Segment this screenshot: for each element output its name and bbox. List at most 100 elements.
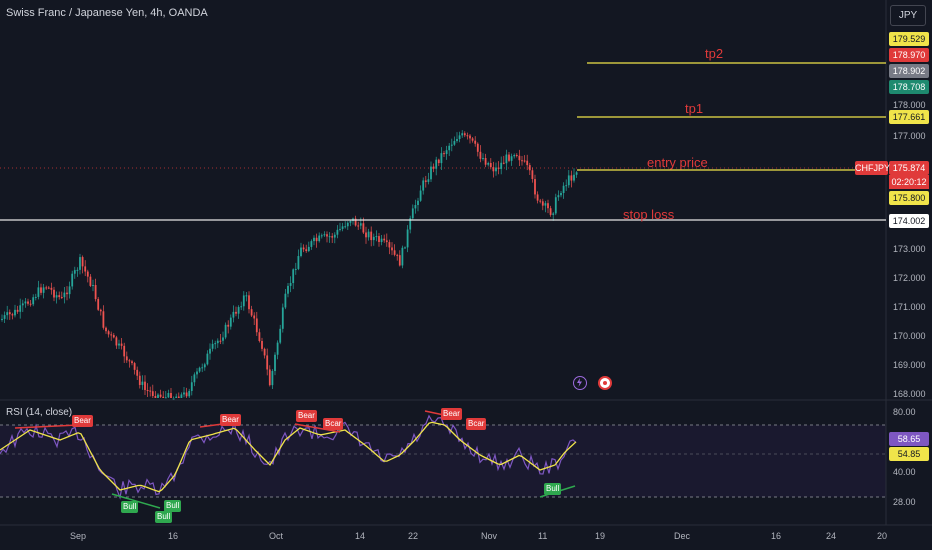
candle-body — [214, 343, 217, 345]
candle-body — [68, 286, 71, 295]
candle-body — [188, 390, 191, 397]
bull-signal: Bull — [544, 483, 562, 495]
candle-body — [71, 273, 74, 287]
candle-body — [201, 367, 204, 369]
candle-body — [476, 143, 479, 152]
candle-body — [541, 201, 544, 206]
divergence-line — [14, 424, 79, 429]
candle-body — [362, 223, 365, 233]
time-label: 16 — [771, 531, 782, 541]
candle-body — [284, 293, 287, 308]
candle-body — [567, 175, 570, 186]
rsi-ma-tag: 54.85 — [889, 447, 929, 461]
candle-body — [261, 340, 263, 349]
candle-body — [378, 236, 380, 243]
candle-body — [271, 371, 274, 386]
candle-body — [115, 337, 118, 346]
rsi-ma-line — [0, 421, 577, 493]
candle-body — [242, 295, 245, 307]
price-tick: 173.000 — [893, 244, 926, 254]
last-price-tag: 175.874 — [889, 161, 929, 175]
candle-body — [136, 369, 139, 376]
tp2-low-tag: 178.708 — [889, 80, 929, 94]
candle-body — [463, 133, 466, 136]
candle-body — [240, 306, 243, 308]
candle-body — [144, 381, 146, 390]
bear-signal: Bcar — [466, 418, 487, 430]
candle-body — [203, 364, 206, 368]
candle-body — [222, 337, 224, 341]
candle-body — [120, 343, 123, 346]
candle-body — [63, 292, 66, 298]
candle-body — [466, 135, 469, 137]
entry-annotation[interactable]: entry price — [647, 155, 708, 170]
candle-body — [349, 220, 352, 223]
candle-body — [302, 247, 305, 250]
candle-body — [471, 138, 474, 141]
candle-body — [562, 185, 565, 194]
candle-body — [40, 287, 42, 293]
record-icon[interactable] — [598, 376, 612, 390]
time-label: Dec — [674, 531, 691, 541]
candle-body — [487, 163, 490, 165]
candle-body — [341, 226, 344, 229]
tp2-annotation[interactable]: tp2 — [705, 46, 724, 61]
candle-body — [492, 167, 495, 172]
candle-body — [370, 231, 373, 241]
candle-body — [227, 324, 230, 327]
candle-body — [396, 254, 399, 256]
candle-body — [112, 335, 115, 338]
candle-body — [427, 179, 430, 182]
time-label: 11 — [538, 531, 548, 541]
candle-body — [518, 155, 521, 161]
rsi-label[interactable]: RSI (14, close) — [6, 407, 73, 418]
currency-button[interactable]: JPY — [890, 5, 926, 26]
candle-body — [92, 285, 94, 287]
candle-body — [102, 311, 105, 328]
candle-body — [198, 367, 201, 372]
candle-body — [450, 144, 453, 146]
candle-body — [81, 257, 84, 267]
candle-body — [27, 301, 29, 304]
rsi-tick: 80.00 — [893, 407, 916, 417]
candle-body — [138, 375, 141, 385]
candle-body — [154, 395, 157, 398]
candle-body — [549, 208, 552, 215]
time-label: 14 — [355, 531, 366, 541]
candle-body — [505, 154, 508, 164]
candle-body — [37, 287, 40, 297]
candle-body — [372, 236, 375, 241]
candle-body — [484, 158, 487, 165]
candle-body — [461, 133, 464, 136]
candle-body — [11, 314, 14, 316]
candle-body — [206, 353, 209, 365]
candle-body — [339, 228, 341, 230]
candle-body — [497, 167, 500, 169]
lightning-icon[interactable] — [573, 376, 587, 390]
rsi-value-tag: 58.65 — [889, 432, 929, 446]
candle-body — [320, 235, 323, 237]
candle-body — [79, 257, 81, 270]
candle-body — [482, 158, 484, 160]
candle-body — [6, 312, 9, 316]
tp1-annotation[interactable]: tp1 — [685, 101, 704, 116]
candle-body — [294, 268, 297, 270]
candle-body — [458, 135, 461, 140]
candle-body — [313, 237, 315, 242]
candle-body — [170, 393, 172, 398]
candle-body — [123, 345, 126, 357]
stop-loss-annotation[interactable]: stop loss — [623, 207, 675, 222]
candle-body — [281, 307, 284, 329]
candle-body — [573, 174, 575, 181]
candle-body — [253, 315, 256, 319]
chart-title: Swiss Franc / Japanese Yen, 4h, OANDA — [6, 7, 208, 19]
time-label: Sep — [70, 531, 87, 541]
price-tick: 168.000 — [893, 389, 926, 399]
candle-body — [414, 205, 417, 209]
bar-countdown: 02:20:12 — [889, 175, 929, 189]
price-tick: 178.000 — [893, 100, 926, 110]
tp1-tag: 177.661 — [889, 110, 929, 124]
price-tick: 177.000 — [893, 131, 926, 141]
candle-body — [216, 340, 219, 344]
